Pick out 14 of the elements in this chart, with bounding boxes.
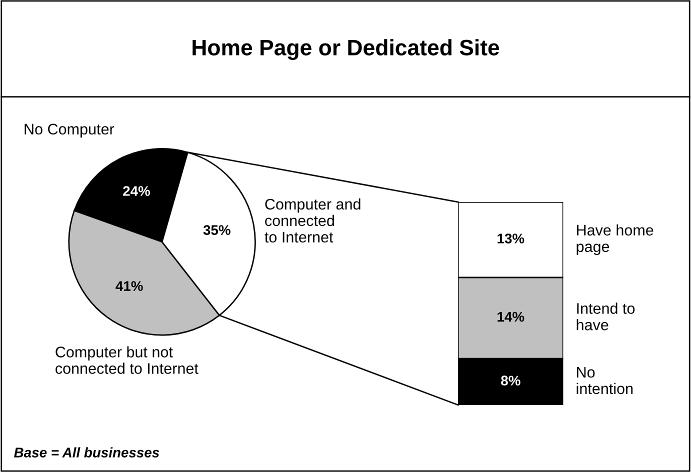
- data-label: 14%: [498, 312, 524, 322]
- slice-label: Computer but not connected to Internet: [56, 346, 198, 374]
- data-label: 35%: [203, 225, 230, 235]
- text: Base = All businesses: [14, 447, 160, 458]
- data-label: 24%: [123, 186, 150, 196]
- data-label: 41%: [116, 281, 143, 291]
- data-label: 13%: [498, 234, 524, 244]
- chart-title: Home Page or Dedicated Site: [192, 39, 500, 60]
- slice-label: Computer and connected to Internet: [264, 198, 360, 243]
- series-label: Intend to have: [576, 302, 635, 330]
- slice-label: No Computer: [24, 124, 114, 138]
- series-label: No intention: [576, 366, 633, 394]
- series-label: Have home page: [576, 224, 654, 256]
- data-label: 8%: [501, 376, 520, 386]
